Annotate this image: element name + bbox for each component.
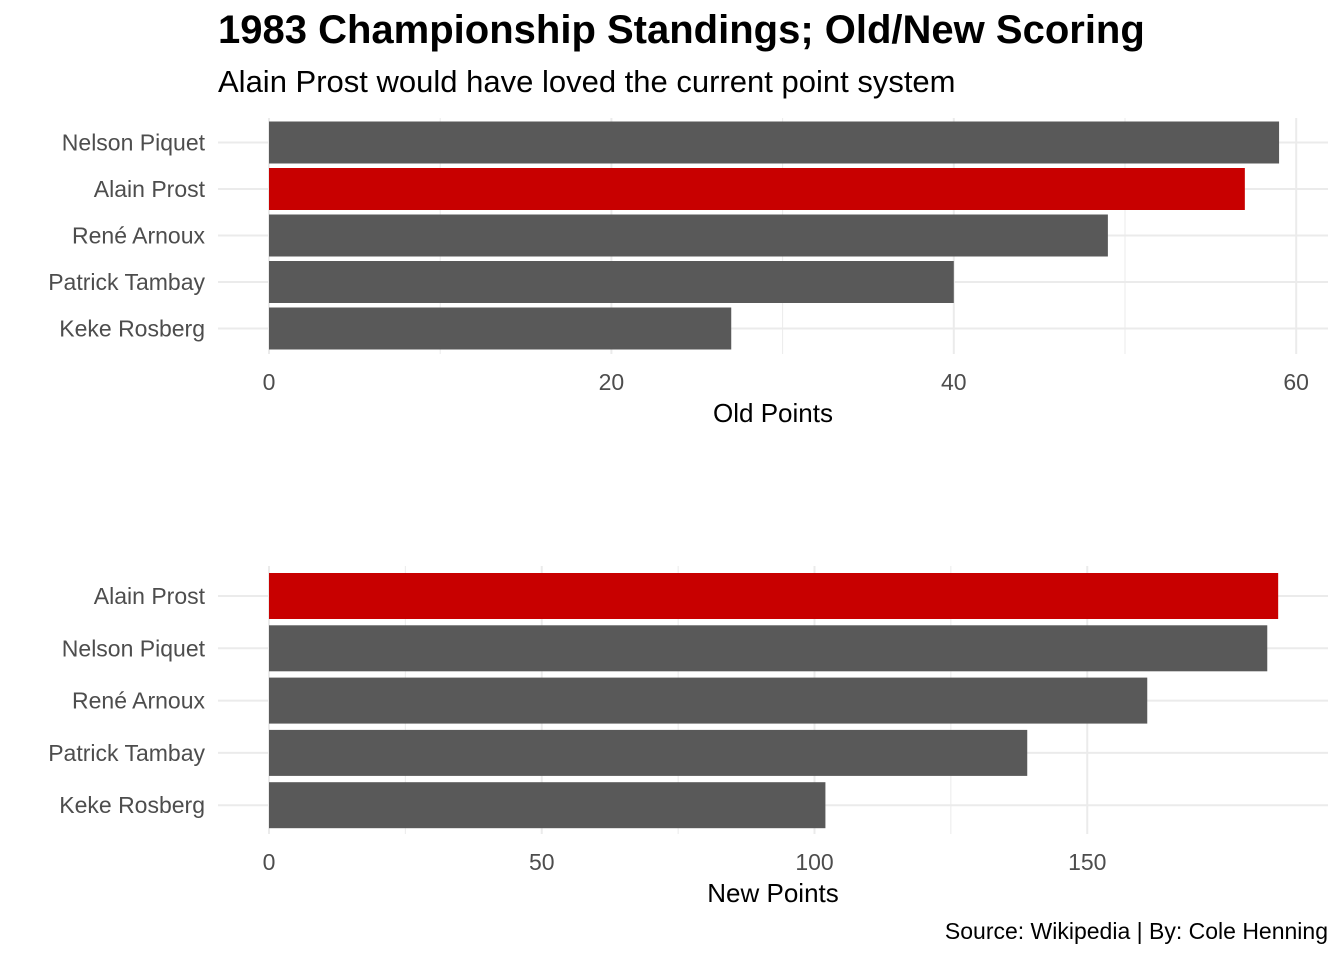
category-label: Alain Prost bbox=[94, 176, 206, 202]
chart-subtitle: Alain Prost would have loved the current… bbox=[218, 64, 956, 99]
x-tick-label: 0 bbox=[263, 849, 276, 875]
chart-title: 1983 Championship Standings; Old/New Sco… bbox=[218, 8, 1145, 52]
x-tick-label: 100 bbox=[795, 849, 833, 875]
x-axis-title: New Points bbox=[707, 878, 839, 908]
x-tick-label: 50 bbox=[529, 849, 555, 875]
bar bbox=[269, 729, 1028, 776]
x-tick-label: 150 bbox=[1068, 849, 1106, 875]
x-tick-label: 60 bbox=[1283, 369, 1309, 395]
x-tick-label: 20 bbox=[599, 369, 625, 395]
category-label: Nelson Piquet bbox=[62, 635, 206, 661]
bar bbox=[269, 214, 1108, 257]
bar bbox=[269, 677, 1148, 724]
category-label: Patrick Tambay bbox=[48, 740, 205, 766]
x-tick-label: 40 bbox=[941, 369, 967, 395]
bar bbox=[269, 625, 1268, 672]
category-label: Keke Rosberg bbox=[59, 792, 205, 818]
bar bbox=[269, 307, 732, 350]
bar bbox=[269, 121, 1280, 164]
category-label: Alain Prost bbox=[94, 583, 206, 609]
bar bbox=[269, 782, 826, 829]
bar bbox=[269, 261, 954, 303]
bar bbox=[269, 168, 1245, 210]
category-label: Nelson Piquet bbox=[62, 130, 206, 156]
category-label: Patrick Tambay bbox=[48, 269, 205, 295]
bar bbox=[269, 573, 1279, 619]
category-label: René Arnoux bbox=[72, 688, 205, 714]
category-label: Keke Rosberg bbox=[59, 316, 205, 342]
category-label: René Arnoux bbox=[72, 223, 205, 249]
caption: Source: Wikipedia | By: Cole Henning bbox=[944, 918, 1328, 944]
x-axis-title: Old Points bbox=[713, 398, 833, 428]
x-tick-label: 0 bbox=[263, 369, 276, 395]
